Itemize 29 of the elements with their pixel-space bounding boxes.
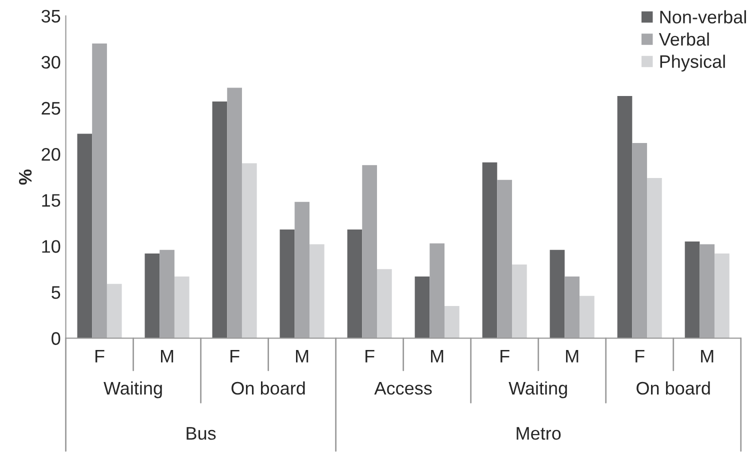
text: Access <box>374 382 432 395</box>
x-tick-label: F <box>500 350 510 362</box>
x-tick-label: M <box>566 350 578 362</box>
y-tick-label: 35 <box>42 10 60 23</box>
x-tick-label: F <box>230 350 240 362</box>
y-tick-label: 25 <box>42 102 60 115</box>
x-tick-label: F <box>366 350 374 362</box>
text: Metro <box>516 427 561 440</box>
x-tick-label: F <box>636 350 644 362</box>
y-tick-label: 15 <box>42 194 60 207</box>
x-tick-label: M <box>296 350 308 362</box>
y-tick-label: 10 <box>42 240 60 253</box>
text: On board <box>636 381 710 395</box>
y-axis-title: % <box>18 170 32 185</box>
text: On board <box>232 381 305 395</box>
legend-label: Verbal <box>658 32 709 46</box>
y-tick-label: 30 <box>42 56 60 69</box>
text: Bus <box>186 427 216 440</box>
text: Waiting <box>508 381 567 398</box>
legend-label: Non-verbal <box>660 10 746 24</box>
x-tick-label: F <box>95 350 104 362</box>
x-tick-label: M <box>431 350 444 362</box>
x-tick-label: M <box>701 350 714 362</box>
text: Waiting <box>104 381 162 398</box>
legend-label: Physical <box>660 54 725 72</box>
y-tick-label: 5 <box>52 286 60 299</box>
y-tick-label: 0 <box>52 332 60 345</box>
y-tick-label: 20 <box>42 148 60 161</box>
x-tick-label: M <box>161 350 174 362</box>
